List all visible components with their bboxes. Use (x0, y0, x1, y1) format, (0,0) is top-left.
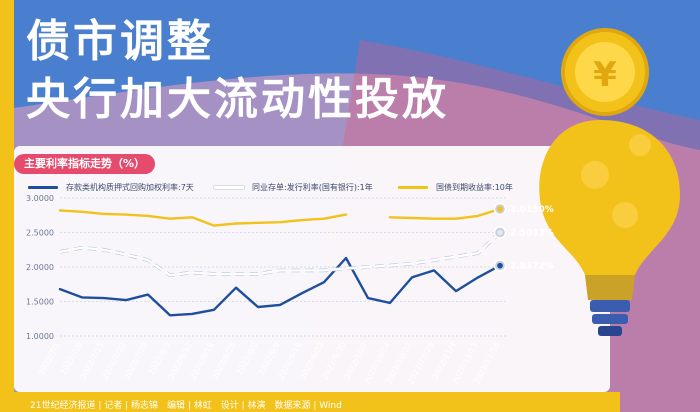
end-value-label-1: 2.8372% (510, 262, 554, 272)
coin-icon: ¥ (561, 28, 649, 116)
end-value-label-3: 2.0150% (510, 205, 554, 215)
x-tick-label: 2022/9/2 (235, 341, 260, 377)
y-tick-label: 3.0000 (26, 194, 54, 203)
lightbulb-icon (539, 120, 680, 336)
y-tick-label: 1.0000 (26, 332, 54, 341)
svg-text:¥: ¥ (593, 55, 617, 95)
end-value-label-2: 2.5033% (510, 229, 554, 239)
end-point-2 (497, 229, 503, 236)
x-tick-label: 2022/7/1 (37, 341, 62, 377)
headline-line-2: 央行加大流动性投放 (26, 74, 449, 125)
legend-label-series-2: 同业存单:发行利率(国有银行):1年 (252, 182, 373, 192)
legend-swatch-series-1 (28, 185, 58, 189)
series-line-1 (58, 256, 502, 317)
legend-swatch-series-3 (398, 185, 428, 189)
x-tick-label: 2022/7/8 (59, 341, 84, 377)
series-line-2 (58, 231, 502, 277)
legend-label-series-1: 存款类机构质押式回购加权利率:7天 (66, 182, 194, 192)
legend-item-series-3: 国债到期收益率:10年 (398, 180, 513, 194)
x-tick-label: 2022/8/5 (147, 341, 172, 377)
chart-subtitle: 主要利率指标走势（%） (14, 154, 156, 174)
headline-line-1: 债市调整 (26, 16, 214, 67)
end-point-1 (497, 262, 503, 269)
series-line-shadow (59, 231, 502, 278)
y-tick-label: 2.5000 (26, 229, 54, 238)
footer-credits: 21世纪经济报道 | 记者 | 杨志锦 编辑 | 林虹 设计 | 林演 数据来源… (30, 401, 342, 411)
legend-label-series-3: 国债到期收益率:10年 (436, 182, 513, 192)
legend-swatch-series-2 (214, 185, 244, 189)
series-line-3 (58, 209, 348, 227)
legend-item-series-2: 同业存单:发行利率(国有银行):1年 (214, 180, 373, 194)
y-tick-label: 2.0000 (26, 263, 54, 272)
x-tick-label: 2022/9/9 (257, 341, 282, 377)
legend-item-series-1: 存款类机构质押式回购加权利率:7天 (28, 180, 194, 194)
end-point-3 (497, 206, 503, 212)
series-line-3 (388, 207, 502, 220)
y-tick-label: 1.5000 (26, 298, 54, 307)
